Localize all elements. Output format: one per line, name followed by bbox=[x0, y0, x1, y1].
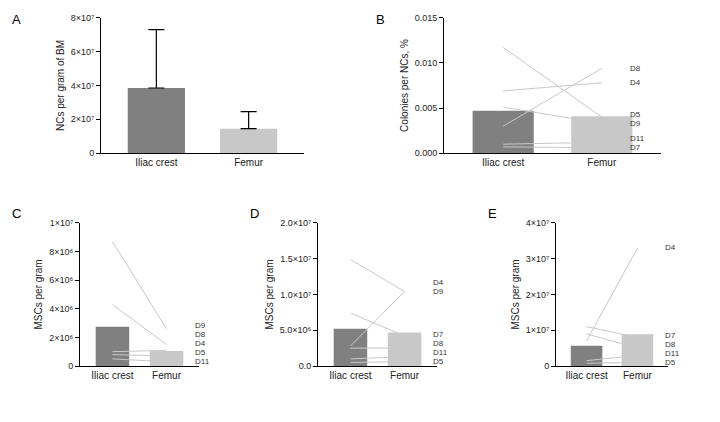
svg-text:D8: D8 bbox=[665, 340, 676, 349]
svg-text:D9: D9 bbox=[630, 119, 641, 128]
svg-text:Colonies per NCs, %: Colonies per NCs, % bbox=[399, 39, 410, 132]
svg-text:Femur: Femur bbox=[623, 370, 653, 381]
svg-text:2×10⁷: 2×10⁷ bbox=[71, 114, 95, 124]
svg-text:Iliac crest: Iliac crest bbox=[329, 370, 371, 381]
svg-text:Femur: Femur bbox=[234, 157, 264, 168]
svg-text:0.015: 0.015 bbox=[415, 13, 438, 23]
svg-text:4×10⁷: 4×10⁷ bbox=[526, 218, 550, 228]
svg-text:0.010: 0.010 bbox=[415, 58, 438, 68]
svg-text:2×10⁶: 2×10⁶ bbox=[49, 333, 73, 343]
svg-text:D5: D5 bbox=[630, 110, 641, 119]
svg-text:D7: D7 bbox=[665, 331, 676, 340]
svg-text:MSCs per gram: MSCs per gram bbox=[510, 259, 521, 329]
svg-text:D8: D8 bbox=[630, 64, 641, 73]
svg-text:D11: D11 bbox=[665, 349, 680, 358]
svg-text:1×10⁷: 1×10⁷ bbox=[526, 325, 550, 335]
svg-text:D4: D4 bbox=[195, 339, 206, 348]
svg-text:D11: D11 bbox=[195, 357, 210, 366]
svg-text:5.0×10⁶: 5.0×10⁶ bbox=[280, 325, 312, 335]
svg-text:D7: D7 bbox=[433, 330, 444, 339]
svg-text:D8: D8 bbox=[433, 339, 444, 348]
svg-text:0: 0 bbox=[89, 148, 94, 158]
svg-text:Femur: Femur bbox=[390, 370, 420, 381]
svg-text:1.5×10⁷: 1.5×10⁷ bbox=[280, 254, 311, 264]
svg-text:0.0: 0.0 bbox=[299, 361, 312, 371]
svg-text:D9: D9 bbox=[433, 287, 444, 296]
svg-text:8×10⁷: 8×10⁷ bbox=[71, 13, 95, 23]
svg-text:0.005: 0.005 bbox=[415, 103, 438, 113]
svg-text:2.0×10⁷: 2.0×10⁷ bbox=[280, 218, 311, 228]
svg-text:4×10⁶: 4×10⁶ bbox=[49, 304, 73, 314]
svg-text:E: E bbox=[488, 206, 497, 221]
svg-text:6×10⁶: 6×10⁶ bbox=[49, 275, 73, 285]
svg-text:3×10⁷: 3×10⁷ bbox=[526, 254, 550, 264]
svg-text:0.000: 0.000 bbox=[415, 148, 438, 158]
svg-text:B: B bbox=[376, 12, 385, 27]
svg-text:6×10⁷: 6×10⁷ bbox=[71, 47, 95, 57]
svg-text:Iliac crest: Iliac crest bbox=[135, 157, 177, 168]
svg-text:8×10⁶: 8×10⁶ bbox=[49, 247, 73, 257]
svg-text:0: 0 bbox=[544, 361, 549, 371]
svg-text:D9: D9 bbox=[195, 321, 206, 330]
svg-text:A: A bbox=[12, 12, 21, 27]
svg-text:D4: D4 bbox=[665, 243, 676, 252]
svg-text:D: D bbox=[250, 206, 259, 221]
svg-text:D5: D5 bbox=[433, 357, 444, 366]
svg-text:D4: D4 bbox=[433, 278, 444, 287]
svg-text:Iliac crest: Iliac crest bbox=[91, 370, 133, 381]
svg-text:MSCs per gram: MSCs per gram bbox=[264, 259, 275, 329]
svg-text:NCs per gram of BM: NCs per gram of BM bbox=[55, 40, 66, 131]
svg-text:D11: D11 bbox=[433, 348, 448, 357]
svg-text:Femur: Femur bbox=[587, 157, 617, 168]
svg-text:D5: D5 bbox=[195, 348, 206, 357]
svg-text:1×10⁷: 1×10⁷ bbox=[50, 218, 74, 228]
svg-text:Iliac crest: Iliac crest bbox=[482, 157, 524, 168]
svg-text:2×10⁷: 2×10⁷ bbox=[526, 290, 550, 300]
svg-text:D7: D7 bbox=[630, 143, 641, 152]
svg-text:MSCs per gram: MSCs per gram bbox=[33, 259, 44, 329]
svg-text:Iliac crest: Iliac crest bbox=[565, 370, 607, 381]
svg-text:Femur: Femur bbox=[152, 370, 182, 381]
svg-text:C: C bbox=[12, 206, 21, 221]
svg-text:0: 0 bbox=[68, 361, 73, 371]
svg-text:D8: D8 bbox=[195, 330, 206, 339]
svg-text:D11: D11 bbox=[630, 134, 645, 143]
svg-text:4×10⁷: 4×10⁷ bbox=[71, 81, 95, 91]
svg-text:D5: D5 bbox=[665, 358, 676, 367]
svg-text:D4: D4 bbox=[630, 78, 641, 87]
svg-text:1.0×10⁷: 1.0×10⁷ bbox=[280, 290, 311, 300]
